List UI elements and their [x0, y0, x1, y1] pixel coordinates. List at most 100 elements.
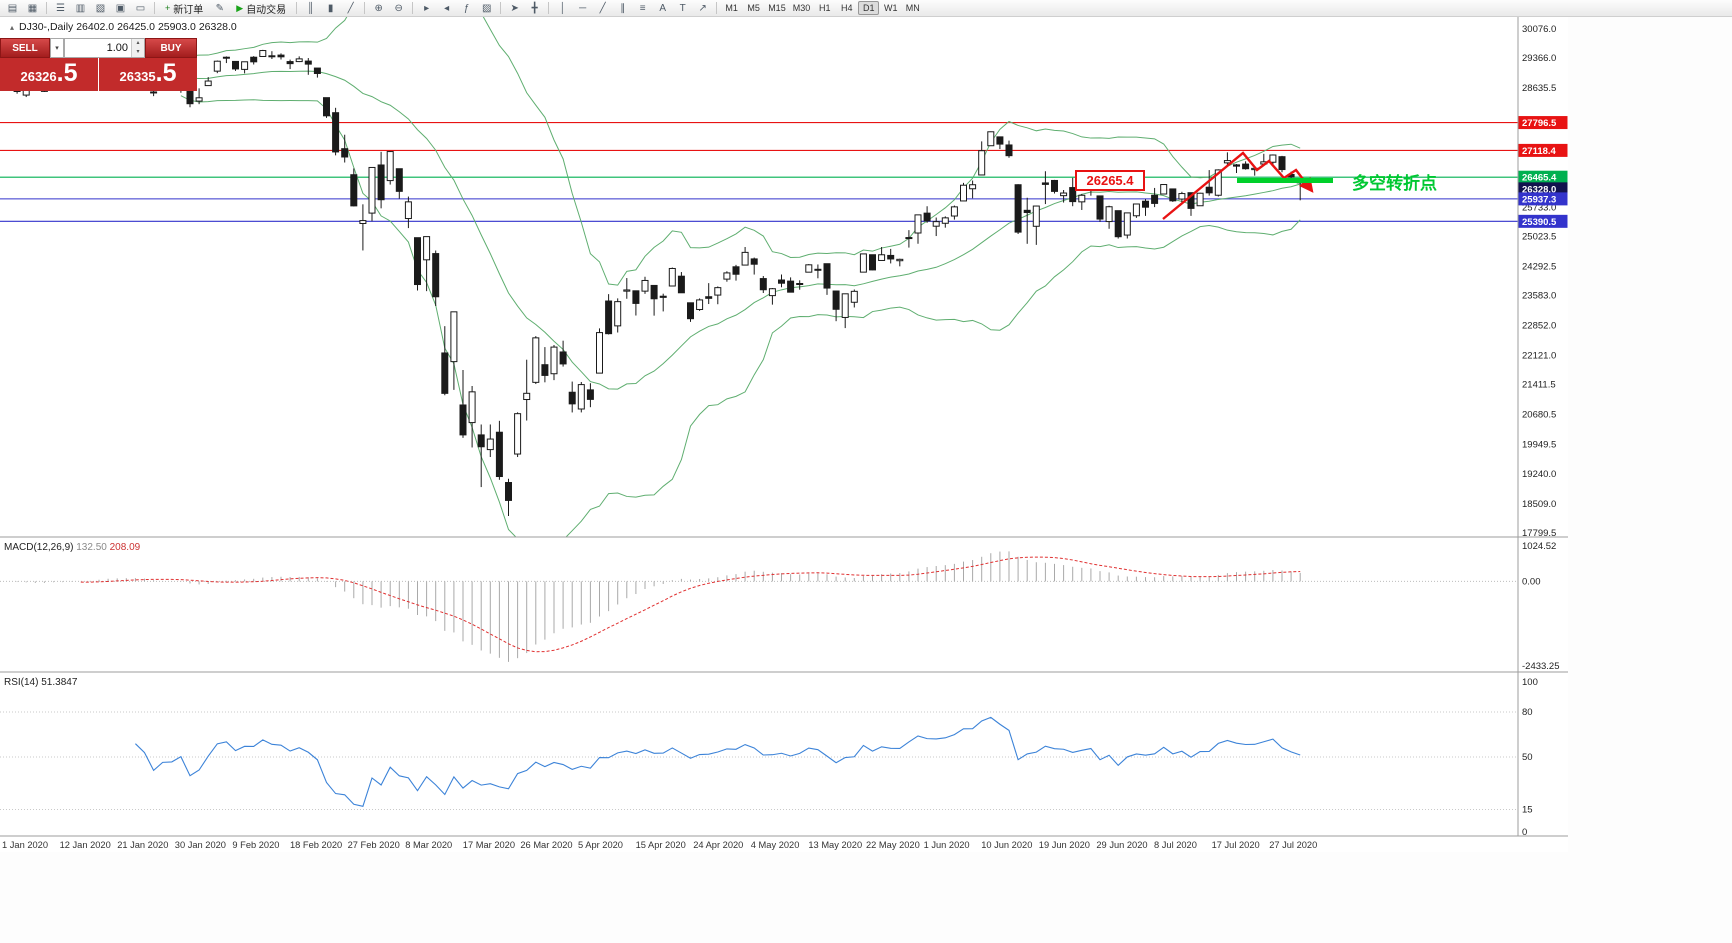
- scale-label: 100: [1522, 677, 1538, 688]
- vertical-line-icon[interactable]: │: [559, 2, 566, 14]
- new-chart-icon[interactable]: ▤: [7, 2, 18, 14]
- timeframe-w1[interactable]: W1: [883, 3, 898, 13]
- date-label: 8 Mar 2020: [405, 840, 452, 850]
- scale-label: 25733.0: [1522, 202, 1556, 213]
- zoom-out-icon[interactable]: ⊖: [394, 2, 403, 14]
- timeframe-m5[interactable]: M5: [747, 3, 760, 13]
- scale-label: 18509.0: [1522, 499, 1556, 510]
- sell-price-box[interactable]: 26326.5: [0, 58, 98, 91]
- ask-frac: .5: [155, 59, 177, 87]
- bid-frac: .5: [56, 59, 78, 87]
- timeframe-mn[interactable]: MN: [905, 3, 920, 13]
- lot-dropdown-button[interactable]: ▾: [50, 38, 64, 58]
- price-level-badge: [1518, 192, 1568, 206]
- date-label: 10 Jun 2020: [981, 840, 1032, 850]
- scale-label: 0.00: [1522, 576, 1541, 587]
- chart-symbol-icon: ▴: [10, 22, 15, 32]
- scale-label: 22852.0: [1522, 321, 1556, 332]
- sell-button[interactable]: SELL: [0, 38, 50, 58]
- price-level-badge: [1518, 182, 1568, 196]
- macd-header: MACD(12,26,9) 132.50 208.09: [4, 542, 141, 553]
- price-level-badge-text: 27796.5: [1522, 118, 1557, 129]
- ask-int: 26335: [119, 69, 156, 84]
- scale-label: 30076.0: [1522, 24, 1556, 35]
- price-callout-box[interactable]: [1075, 170, 1145, 191]
- bollinger-band-line: [180, 95, 1301, 537]
- navigator-icon[interactable]: ▧: [95, 2, 106, 14]
- turning-point-level-bar[interactable]: [1237, 178, 1333, 183]
- rsi-line: [135, 716, 1301, 807]
- price-chart-canvas[interactable]: 26265.4 多空转折点 30076.0 29366.0 28635.5 25733.0…: [0, 17, 1568, 852]
- market-watch-icon[interactable]: ☰: [56, 2, 65, 14]
- date-label: 30 Jan 2020: [175, 840, 226, 850]
- terminal-icon[interactable]: ▣: [115, 2, 126, 14]
- scale-label: 21411.5: [1522, 380, 1556, 391]
- scale-label: 29366.0: [1522, 53, 1556, 64]
- date-label: 5 Apr 2020: [578, 840, 623, 850]
- candlestick-chart-icon[interactable]: ▮: [327, 2, 334, 14]
- trend-arrow-annotation[interactable]: [1162, 151, 1314, 220]
- channel-icon[interactable]: ∥: [620, 2, 626, 14]
- chart-window: 26265.4 多空转折点 30076.0 29366.0 28635.5 25733.0…: [0, 17, 1568, 852]
- new-order-button[interactable]: + 新订单: [165, 3, 204, 16]
- date-label: 13 May 2020: [808, 840, 862, 850]
- timeframe-h4[interactable]: H4: [840, 3, 853, 13]
- scale-label: -2433.25: [1522, 661, 1560, 672]
- scale-label: 22121.0: [1522, 351, 1556, 362]
- date-label: 27 Jul 2020: [1269, 840, 1317, 850]
- bollinger-band-line: [180, 17, 1301, 286]
- date-label: 19 Jun 2020: [1039, 840, 1090, 850]
- toolbar-separator: [412, 2, 414, 14]
- price-level-badge-text: 25937.3: [1522, 194, 1556, 205]
- timeframe-m1[interactable]: M1: [725, 3, 738, 13]
- date-label: 26 Mar 2020: [520, 840, 572, 850]
- buy-price-box[interactable]: 26335.5: [99, 58, 197, 91]
- date-label: 4 May 2020: [751, 840, 800, 850]
- scale-label: 50: [1522, 752, 1533, 763]
- fibonacci-icon[interactable]: ≡: [639, 2, 646, 14]
- scale-label: 0: [1522, 827, 1527, 838]
- scale-label: 80: [1522, 707, 1533, 718]
- date-label: 12 Jan 2020: [60, 840, 111, 850]
- chart-shift-icon[interactable]: ◂: [444, 2, 450, 14]
- scale-label: 15: [1522, 805, 1533, 816]
- macd-signal-line: [80, 556, 1301, 653]
- autotrading-button[interactable]: ▶ 自动交易: [236, 2, 287, 16]
- strategy-tester-icon[interactable]: ▭: [135, 2, 146, 14]
- price-level-badge-text: 26328.0: [1522, 184, 1556, 195]
- lot-increase-button[interactable]: ▴: [132, 39, 144, 48]
- timeframe-d1[interactable]: D1: [858, 1, 880, 15]
- timeframe-m30[interactable]: M30: [792, 3, 811, 13]
- toolbar-separator: [548, 2, 550, 14]
- trendline-icon[interactable]: ╱: [599, 2, 606, 14]
- chart-profiles-icon[interactable]: ▦: [27, 2, 38, 14]
- line-chart-icon[interactable]: ╱: [347, 2, 354, 14]
- templates-icon[interactable]: ▨: [481, 2, 492, 14]
- label-icon[interactable]: T: [679, 2, 686, 14]
- toolbar-separator: [716, 2, 718, 14]
- text-icon[interactable]: A: [659, 2, 667, 14]
- metaeditor-icon[interactable]: ✎: [215, 2, 224, 14]
- bar-chart-icon[interactable]: ║: [307, 2, 315, 14]
- lot-size-input[interactable]: [65, 39, 131, 57]
- timeframe-m15[interactable]: M15: [768, 3, 786, 13]
- indicators-icon[interactable]: ƒ: [463, 2, 470, 14]
- cursor-icon[interactable]: ➤: [510, 2, 519, 14]
- scale-label: 19240.0: [1522, 469, 1556, 480]
- symbol-ohlc-text: DJ30-,Daily 26402.0 26425.0 25903.0 2632…: [19, 21, 237, 33]
- zoom-in-icon[interactable]: ⊕: [374, 2, 383, 14]
- date-label: 22 May 2020: [866, 840, 920, 850]
- horizontal-line-icon[interactable]: ─: [579, 2, 587, 14]
- auto-scroll-icon[interactable]: ▸: [424, 2, 430, 14]
- date-label: 24 Apr 2020: [693, 840, 743, 850]
- timeframe-h1[interactable]: H1: [818, 3, 831, 13]
- rsi-header: RSI(14) 51.3847: [4, 677, 78, 688]
- data-window-icon[interactable]: ▥: [75, 2, 86, 14]
- buy-button[interactable]: BUY: [145, 38, 197, 58]
- date-label: 29 Jun 2020: [1096, 840, 1147, 850]
- arrows-icon[interactable]: ↗: [698, 2, 707, 14]
- lot-decrease-button[interactable]: ▾: [132, 48, 144, 57]
- crosshair-icon[interactable]: ╋: [531, 2, 538, 14]
- price-level-badge: [1518, 143, 1568, 157]
- bollinger-band-line: [180, 70, 1301, 390]
